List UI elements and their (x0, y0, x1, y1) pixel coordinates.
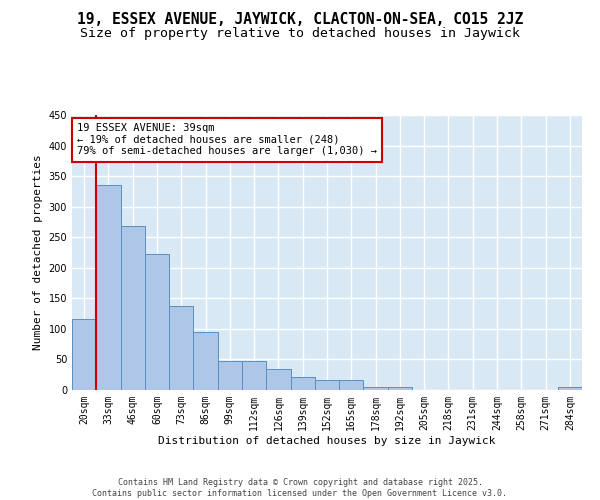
X-axis label: Distribution of detached houses by size in Jaywick: Distribution of detached houses by size … (158, 436, 496, 446)
Bar (339, 380, 364, 390)
Bar (145, 254, 169, 390)
Bar (558, 387, 582, 390)
Bar (193, 332, 218, 390)
Text: 19, ESSEX AVENUE, JAYWICK, CLACTON-ON-SEA, CO15 2JZ: 19, ESSEX AVENUE, JAYWICK, CLACTON-ON-SE… (77, 12, 523, 28)
Bar (315, 380, 339, 390)
Text: Contains HM Land Registry data © Crown copyright and database right 2025.
Contai: Contains HM Land Registry data © Crown c… (92, 478, 508, 498)
Y-axis label: Number of detached properties: Number of detached properties (33, 154, 43, 350)
Bar (96, 186, 121, 390)
Bar (266, 368, 290, 390)
Bar (72, 318, 96, 390)
Text: 19 ESSEX AVENUE: 39sqm
← 19% of detached houses are smaller (248)
79% of semi-de: 19 ESSEX AVENUE: 39sqm ← 19% of detached… (77, 123, 377, 156)
Bar (242, 362, 266, 390)
Bar (364, 387, 388, 390)
Bar (169, 306, 193, 390)
Bar (388, 387, 412, 390)
Bar (121, 226, 145, 390)
Bar (290, 376, 315, 390)
Text: Size of property relative to detached houses in Jaywick: Size of property relative to detached ho… (80, 28, 520, 40)
Bar (218, 362, 242, 390)
